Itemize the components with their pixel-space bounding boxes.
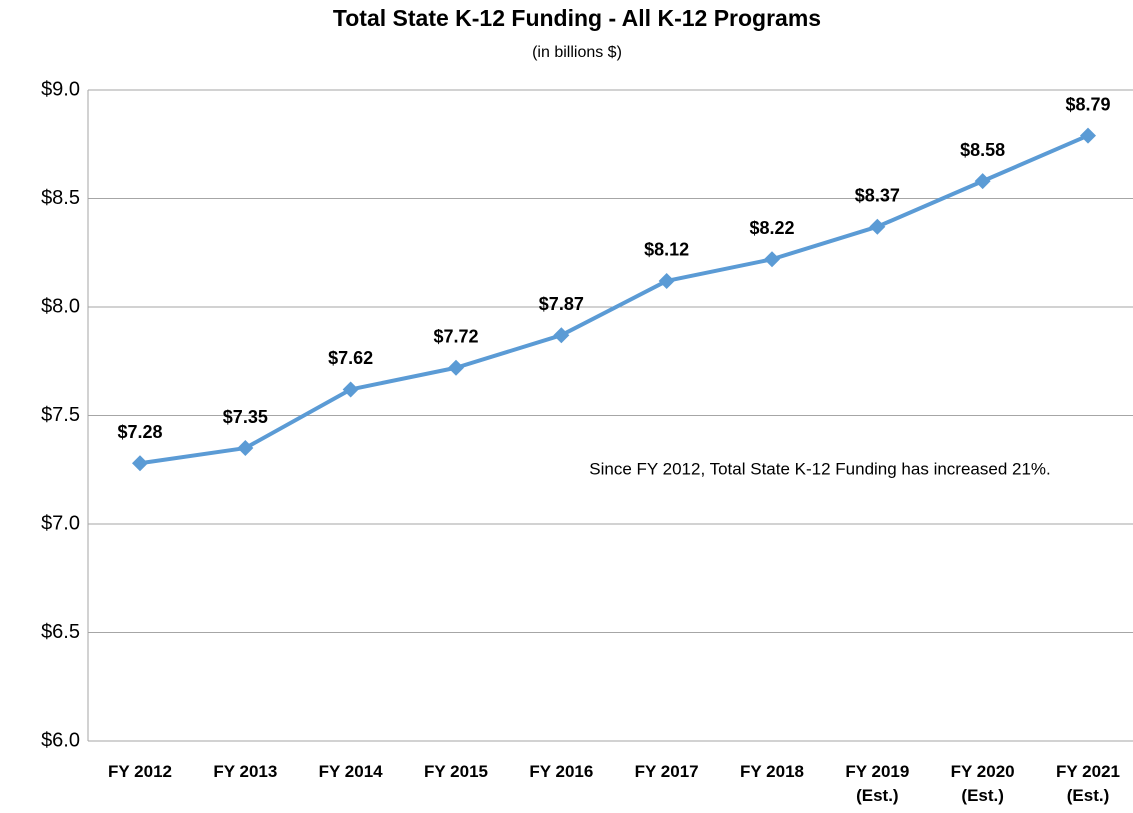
x-tick-label: FY 2021 (Est.) <box>1056 762 1120 805</box>
marker <box>342 381 359 398</box>
y-tick-label: $6.0 <box>41 729 80 751</box>
x-tick-label: FY 2016 <box>529 762 594 781</box>
line <box>139 133 1089 466</box>
y-tick-label: $8.5 <box>41 187 80 209</box>
data-label: $7.62 <box>328 348 373 368</box>
marker <box>1080 127 1096 144</box>
data-label: $7.35 <box>223 407 268 427</box>
x-tick-label: FY 2013 <box>213 762 278 781</box>
data-label: $8.58 <box>960 140 1005 160</box>
y-tick-label: $9.0 <box>41 78 80 100</box>
marker <box>132 455 148 472</box>
marker <box>974 173 991 190</box>
chart-subtitle: (in billions $) <box>532 44 622 61</box>
x-tick-label: FY 2020 (Est.) <box>950 762 1015 805</box>
x-tick-label: FY 2019 (Est.) <box>845 762 910 805</box>
data-label: $8.37 <box>855 185 900 205</box>
data-label: $8.12 <box>644 240 689 260</box>
y-tick-label: $8.0 <box>41 295 80 317</box>
marker <box>764 251 780 268</box>
marker <box>658 272 675 289</box>
y-tick-label: $6.5 <box>41 621 80 643</box>
annotation: Since FY 2012, Total State K-12 Funding … <box>589 459 1051 478</box>
chart-title: Total State K-12 Funding - All K-12 Prog… <box>333 5 821 31</box>
marker <box>553 327 570 344</box>
x-tick-label: FY 2012 <box>108 762 172 781</box>
data-label: $8.79 <box>1065 94 1110 114</box>
x-tick-label: FY 2017 <box>634 762 699 781</box>
x-tick-label: FY 2018 <box>740 762 804 781</box>
y-tick-label: $7.5 <box>41 404 80 426</box>
marker <box>237 440 254 457</box>
x-tick-label: FY 2014 <box>318 762 383 781</box>
data-label: $7.28 <box>117 422 162 442</box>
y-tick-label: $7.0 <box>41 512 80 534</box>
data-label: $8.22 <box>749 218 794 238</box>
x-tick-label: FY 2015 <box>424 762 488 781</box>
data-label: $7.72 <box>433 327 478 347</box>
marker <box>448 359 464 376</box>
data-label: $7.87 <box>539 294 584 314</box>
marker <box>869 218 886 235</box>
